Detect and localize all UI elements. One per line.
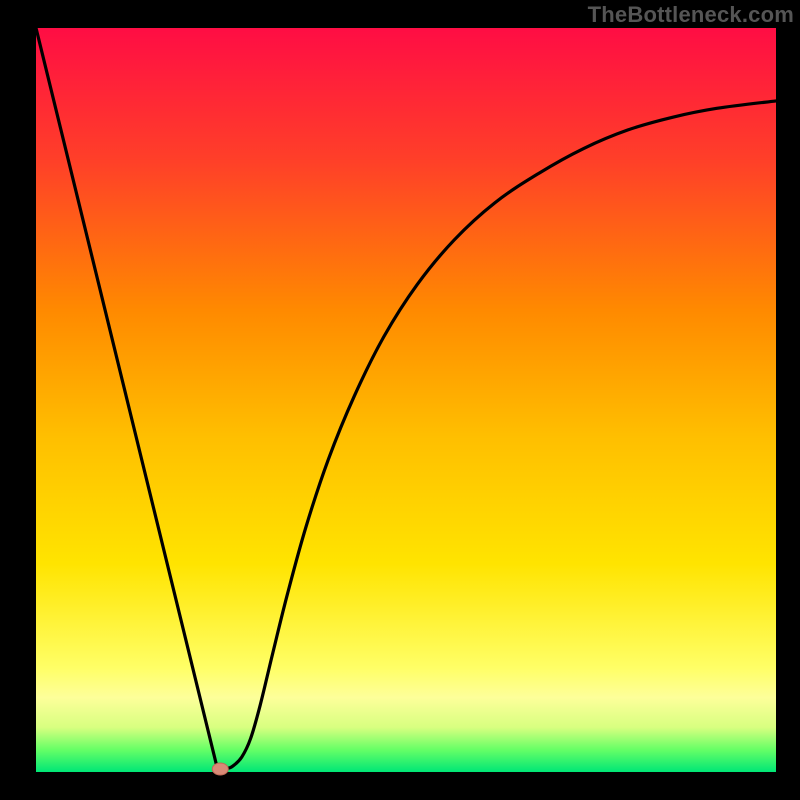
- curve-svg: [36, 28, 776, 772]
- minimum-marker: [212, 763, 228, 775]
- right-curve-segment: [217, 101, 776, 769]
- watermark-label: TheBottleneck.com: [588, 2, 794, 28]
- left-line-segment: [36, 28, 217, 768]
- chart-container: TheBottleneck.com: [0, 0, 800, 800]
- plot-area: [36, 28, 776, 772]
